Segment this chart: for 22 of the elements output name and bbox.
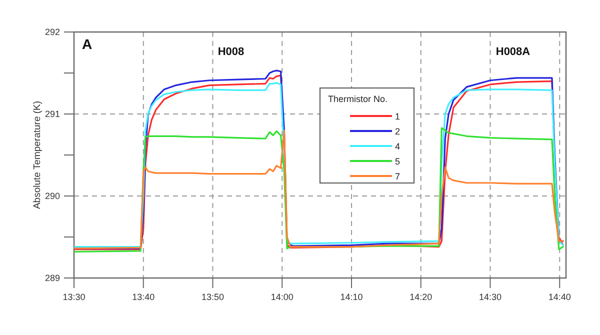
y-tick-label: 291 (44, 109, 60, 119)
legend-label: 5 (395, 156, 400, 166)
y-tick-label: 290 (44, 191, 60, 201)
x-tick-label: 14:30 (478, 292, 502, 302)
legend-title: Thermistor No. (328, 94, 388, 104)
annotation: A (82, 36, 92, 52)
legend-label: 2 (395, 126, 400, 136)
x-tick-label: 13:50 (201, 292, 224, 302)
x-tick-label: 14:40 (548, 292, 571, 302)
x-tick-label: 13:40 (132, 292, 155, 302)
x-tick-label: 14:10 (340, 292, 363, 302)
legend-label: 1 (395, 112, 400, 122)
y-tick-label: 289 (44, 273, 60, 283)
annotation: H008A (496, 46, 530, 58)
legend-label: 4 (395, 142, 400, 152)
x-tick-label: 13:30 (62, 292, 86, 302)
annotation: H008 (218, 46, 244, 58)
x-tick-label: 14:00 (270, 292, 294, 302)
legend-label: 7 (395, 172, 400, 182)
y-tick-label: 292 (44, 27, 60, 37)
y-axis-title: Absolute Temperature (K) (32, 100, 43, 210)
x-tick-label: 14:20 (410, 292, 432, 302)
